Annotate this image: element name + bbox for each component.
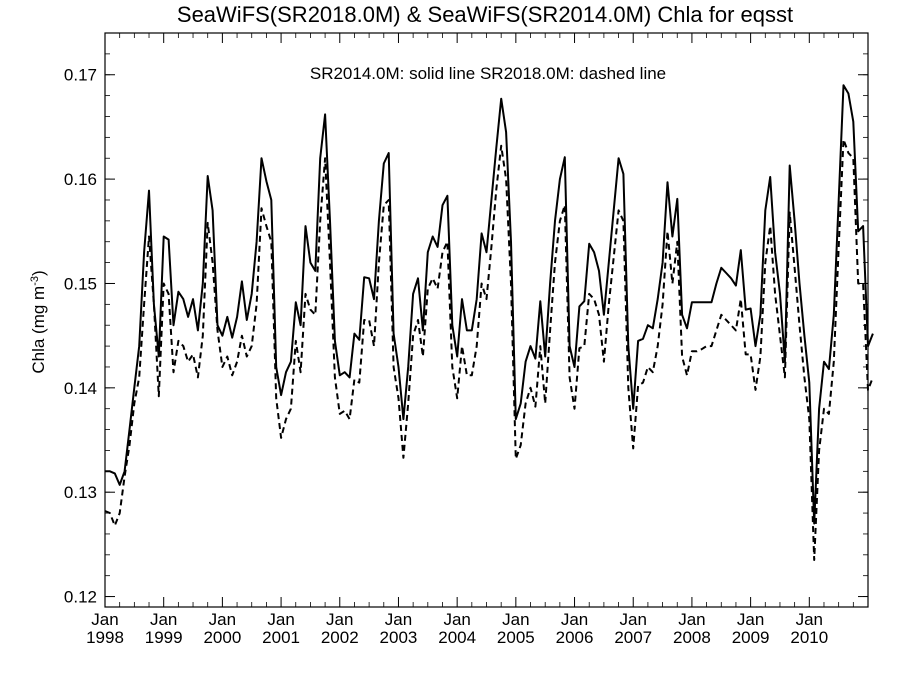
x-tick-year: 2010 <box>790 628 828 647</box>
x-tick-year: 2008 <box>673 628 711 647</box>
x-tick-year: 2002 <box>321 628 359 647</box>
x-tick-month: Jan <box>385 610 412 629</box>
plot-axes: 0.120.130.140.150.160.17Jan1998Jan1999Ja… <box>64 32 869 647</box>
x-tick-year: 1998 <box>86 628 124 647</box>
x-tick-month: Jan <box>150 610 177 629</box>
series-line-sr2018-0m <box>104 138 874 561</box>
y-tick-label: 0.16 <box>64 170 97 189</box>
y-axis-label-close: ) <box>29 270 48 276</box>
y-tick-label: 0.17 <box>64 66 97 85</box>
x-tick-month: Jan <box>209 610 236 629</box>
series-line-sr2014-0m <box>105 84 874 525</box>
x-tick-month: Jan <box>267 610 294 629</box>
plot-frame <box>104 32 869 608</box>
x-tick-year: 2006 <box>556 628 594 647</box>
x-tick-year: 2009 <box>732 628 770 647</box>
x-tick-year: 2001 <box>262 628 300 647</box>
x-tick-month: Jan <box>326 610 353 629</box>
x-tick-year: 1999 <box>145 628 183 647</box>
x-tick-month: Jan <box>502 610 529 629</box>
y-tick-label: 0.12 <box>64 588 97 607</box>
x-tick-year: 2003 <box>380 628 418 647</box>
x-tick-month: Jan <box>561 610 588 629</box>
x-tick-month: Jan <box>796 610 823 629</box>
series-legend-note: SR2014.0M: solid line SR2018.0M: dashed … <box>310 64 666 83</box>
x-tick-month: Jan <box>443 610 470 629</box>
x-tick-month: Jan <box>620 610 647 629</box>
y-tick-label: 0.14 <box>64 379 97 398</box>
y-axis-label-superscript: -3 <box>29 276 41 286</box>
x-tick-year: 2004 <box>438 628 476 647</box>
y-axis-label-main: Chla (mg m <box>29 286 48 374</box>
x-tick-month: Jan <box>91 610 118 629</box>
x-tick-month: Jan <box>678 610 705 629</box>
x-tick-year: 2000 <box>203 628 241 647</box>
x-tick-month: Jan <box>737 610 764 629</box>
plot-lines <box>104 84 874 561</box>
y-tick-label: 0.15 <box>64 274 97 293</box>
y-axis-label: Chla (mg m-3) <box>29 270 48 373</box>
chart-title: SeaWiFS(SR2018.0M) & SeaWiFS(SR2014.0M) … <box>177 2 793 27</box>
y-tick-label: 0.13 <box>64 483 97 502</box>
x-tick-year: 2005 <box>497 628 535 647</box>
x-tick-year: 2007 <box>614 628 652 647</box>
